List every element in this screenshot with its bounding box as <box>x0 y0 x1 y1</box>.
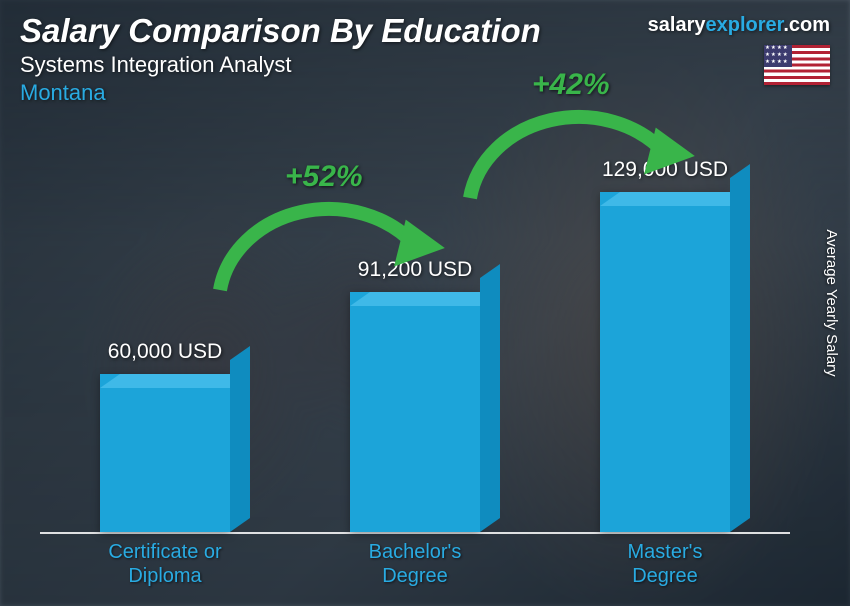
brand-name: salaryexplorer.com <box>648 14 830 37</box>
y-axis-label: Average Yearly Salary <box>823 229 840 376</box>
bar-value: 60,000 USD <box>108 340 222 364</box>
increase-percent-1: +52% <box>285 160 363 194</box>
bar-front-face <box>100 374 230 532</box>
bar-3d <box>350 292 480 532</box>
bar-3d <box>100 374 230 532</box>
bar-top-face <box>600 192 750 206</box>
bar-side-face <box>480 264 500 532</box>
bar-top-face <box>350 292 500 306</box>
bar-label: Master'sDegree <box>565 540 765 588</box>
brand-block: salaryexplorer.com <box>648 14 830 85</box>
bar-value: 91,200 USD <box>358 258 472 282</box>
bar-value: 129,000 USD <box>602 158 728 182</box>
bar-side-face <box>730 164 750 532</box>
increase-percent-2: +42% <box>532 68 610 102</box>
bar-top-face <box>100 374 250 388</box>
brand-part2: explorer <box>705 14 783 36</box>
brand-part1: salary <box>648 14 706 36</box>
bar-3d <box>600 192 730 532</box>
bar-front-face <box>600 192 730 532</box>
bar-chart: 60,000 USDCertificate orDiploma 91,200 US… <box>40 124 790 534</box>
bar-group: 91,200 USDBachelor'sDegree <box>325 258 505 532</box>
bar-group: 60,000 USDCertificate orDiploma <box>75 340 255 532</box>
brand-part3: .com <box>783 14 830 36</box>
bar-group: 129,000 USDMaster'sDegree <box>575 158 755 532</box>
bar-front-face <box>350 292 480 532</box>
flag-icon <box>764 45 830 85</box>
bar-side-face <box>230 346 250 532</box>
bar-label: Certificate orDiploma <box>65 540 265 588</box>
bar-label: Bachelor'sDegree <box>315 540 515 588</box>
